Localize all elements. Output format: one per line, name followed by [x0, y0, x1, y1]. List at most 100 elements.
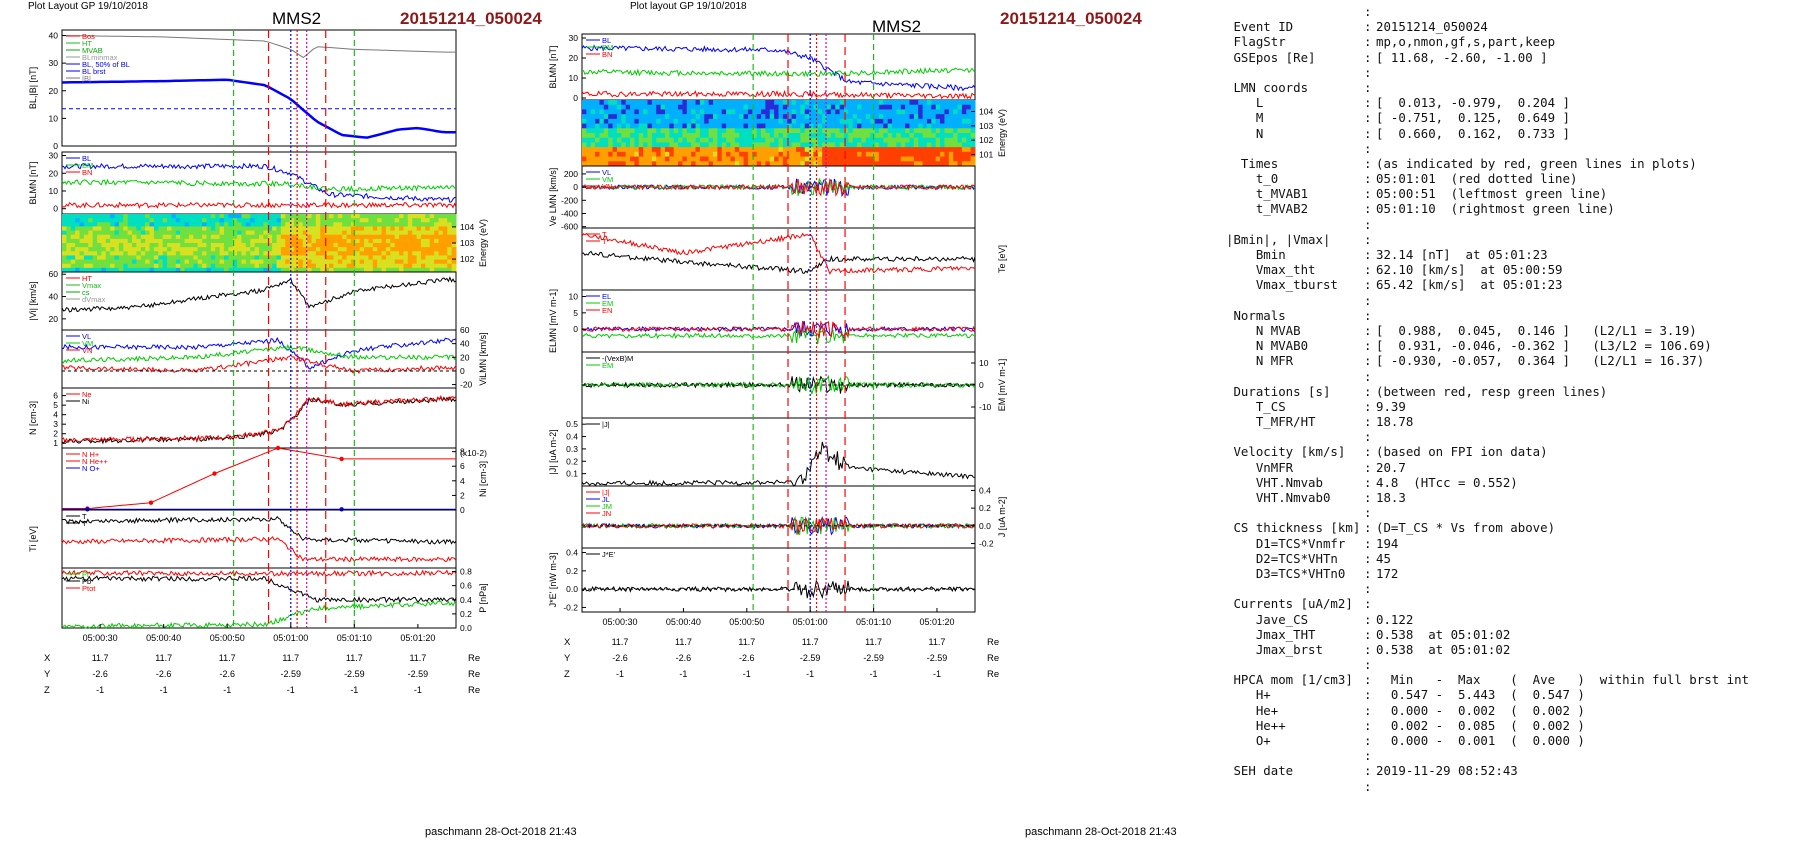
spectrogram-cell — [830, 104, 836, 110]
spectrogram-cell — [364, 222, 369, 227]
spectrogram-cell — [132, 218, 137, 223]
spectrogram-cell — [813, 118, 819, 125]
spectrogram-cell — [739, 109, 745, 115]
spectrogram-cell — [935, 100, 941, 106]
spectrogram-cell — [451, 214, 457, 219]
spectrogram-cell — [922, 109, 928, 115]
spectrogram-cell — [153, 251, 159, 256]
spectrogram-cell — [730, 142, 736, 148]
spectrogram-cell — [110, 263, 116, 269]
spectrogram-cell — [158, 238, 164, 244]
spectrogram-cell — [844, 100, 849, 106]
spectrogram-cell — [887, 128, 893, 134]
spectrogram-cell — [865, 142, 871, 148]
series-line — [61, 354, 457, 374]
spectrogram-cell — [865, 123, 871, 129]
spectrogram-cell — [608, 142, 614, 148]
spectrogram-cell — [259, 218, 264, 223]
spectrogram-cell — [202, 230, 207, 236]
spectrogram-cell — [438, 263, 444, 269]
spectrogram-cell — [852, 147, 858, 153]
spectrogram-cell — [136, 238, 142, 244]
spectrogram-cell — [105, 247, 111, 252]
spectrogram-cell — [136, 214, 142, 219]
spectrogram-cell — [140, 263, 146, 269]
spectrogram-cell — [726, 133, 731, 139]
position-value: -2.59 — [800, 653, 821, 663]
spectrogram-cell — [385, 243, 391, 248]
spectrogram-cell — [285, 263, 291, 269]
spectrogram-cell — [315, 267, 321, 273]
spectrogram-cell — [743, 156, 749, 162]
spectrogram-cell — [699, 104, 705, 110]
spectrogram-cell — [136, 234, 142, 240]
spectrogram-cell — [259, 214, 264, 219]
position-unit: Re — [987, 637, 999, 648]
spectrogram-cell — [704, 104, 710, 110]
spectrogram-cell — [403, 222, 409, 227]
spectrogram-cell — [193, 230, 199, 236]
panel-Ti: Ti [eV]TT — [28, 509, 457, 569]
spectrogram-cell — [926, 133, 932, 139]
spectrogram-cell — [678, 123, 683, 129]
spectrogram-cell — [717, 137, 723, 143]
spectrogram-cell — [747, 100, 753, 106]
spectrogram-cell — [206, 259, 212, 265]
spectrogram-cell — [132, 263, 137, 269]
spectrogram-cell — [691, 114, 697, 120]
spectrogram-cell — [210, 230, 216, 236]
spectrogram-cell — [603, 156, 609, 162]
summary-row: VnMFR:20.7 — [1226, 460, 1796, 475]
spectrogram-cell — [429, 259, 435, 265]
spectrogram-cell — [756, 109, 762, 115]
spectrogram-cell — [878, 137, 884, 143]
spectrogram-cell — [412, 247, 418, 252]
spectrogram-cell — [931, 104, 937, 110]
spectrogram-cell — [188, 218, 194, 223]
spectrogram-cell — [206, 247, 212, 252]
spectrogram-cell — [603, 109, 609, 115]
spectrogram-cell — [878, 114, 884, 120]
spectrogram-cell — [346, 218, 352, 223]
spectrogram-cell — [586, 137, 592, 143]
spectrogram-cell — [686, 147, 692, 153]
spectrogram-cell — [223, 243, 229, 248]
spectrogram-cell — [368, 230, 374, 236]
spectrogram-cell — [250, 226, 256, 232]
spectrogram-cell — [180, 234, 186, 240]
spectrogram-cell — [940, 133, 945, 139]
spectrogram-cell — [333, 214, 339, 219]
spectrogram-cell — [970, 142, 976, 148]
spectrogram-cell — [791, 133, 797, 139]
spectrogram-cell — [97, 230, 102, 236]
spectrogram-cell — [403, 234, 409, 240]
spectrogram-cell — [669, 137, 675, 143]
series-line — [61, 35, 456, 59]
spectrogram-cell — [743, 123, 749, 129]
spectrogram-cell — [883, 133, 889, 139]
spectrogram-cell — [804, 133, 810, 139]
spectrogram-cell — [616, 123, 622, 129]
summary-value: 194 — [1376, 535, 1399, 551]
spectrogram-cell — [848, 104, 854, 110]
spectrogram-cell — [250, 251, 256, 256]
spectrogram-cell — [223, 218, 229, 223]
spectrogram-cell — [320, 247, 326, 252]
spectrogram-cell — [647, 109, 653, 115]
spectrogram-cell — [896, 142, 902, 148]
summary-value: 05:01:10 (rightmost green line) — [1376, 201, 1615, 217]
y-axis-label: |Vi| [km/s] — [28, 281, 38, 320]
spectrogram-cell — [643, 118, 648, 125]
spectrogram-cell — [394, 255, 400, 261]
spectrogram-cell — [699, 156, 705, 162]
spectrogram-cell — [442, 247, 448, 252]
spectrogram-cell — [673, 151, 679, 158]
spectrogram-cell — [800, 109, 806, 115]
spectrogram-cell — [586, 118, 592, 125]
spectrogram-cell — [145, 267, 151, 273]
spectrogram-cell — [399, 222, 404, 227]
y-tick-label: 0.5 — [566, 419, 578, 429]
spectrogram-cell — [158, 218, 164, 223]
spectrogram-cell — [870, 142, 876, 148]
spectrogram-cell — [188, 263, 194, 269]
